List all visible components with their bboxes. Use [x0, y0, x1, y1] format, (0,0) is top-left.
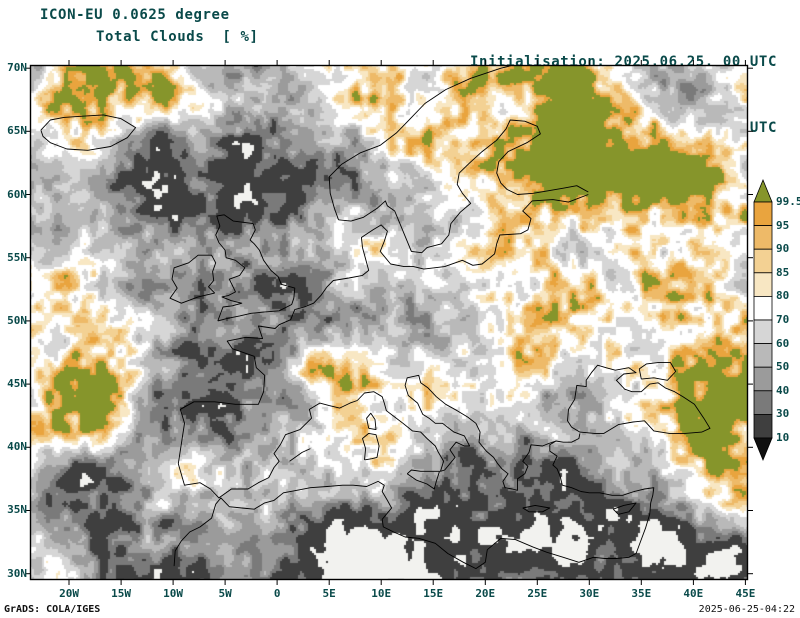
legend-label: 99.5	[776, 195, 800, 208]
variable-title: Total Clouds [ %]	[96, 29, 259, 45]
lat-label: 50N	[7, 313, 27, 327]
lon-label: 35E	[631, 587, 652, 600]
legend-segment	[753, 319, 773, 345]
lon-label: 20E	[475, 587, 496, 600]
lat-label: 55N	[7, 250, 27, 264]
lon-label: 15E	[423, 587, 444, 600]
legend-label: 30	[776, 407, 790, 421]
lat-label: 45N	[7, 377, 27, 391]
lon-label: 30E	[579, 587, 600, 600]
legend-label: 80	[776, 289, 790, 303]
grads-credit: GrADS: COLA/IGES	[4, 604, 101, 615]
lat-label: 65N	[7, 124, 27, 138]
lat-label: 40N	[7, 440, 27, 454]
model-title: ICON-EU 0.0625 degree	[40, 7, 230, 23]
legend-segment	[753, 366, 773, 392]
lon-label: 10W	[163, 587, 184, 600]
lon-label: 45E	[735, 587, 756, 600]
lon-label: 10E	[371, 587, 392, 600]
legend-segment	[753, 343, 773, 368]
legend-segment	[753, 413, 773, 439]
color-bar	[753, 178, 773, 462]
legend-top-triangle	[753, 178, 773, 203]
lon-label: 5W	[218, 587, 232, 600]
legend-segment	[753, 272, 773, 297]
legend-label: 70	[776, 313, 790, 326]
legend-label: 40	[776, 383, 790, 397]
legend-segment	[753, 295, 773, 321]
lon-label: 20W	[59, 587, 79, 600]
generation-timestamp: 2025-06-25-04:22	[698, 604, 795, 615]
legend-label: 60	[776, 336, 790, 350]
legend-label: 50	[776, 360, 790, 374]
legend-label: 10	[776, 431, 790, 444]
legend-segment	[753, 201, 773, 227]
legend-segment	[753, 390, 773, 415]
lon-label: 40E	[683, 587, 704, 600]
lon-label: 15W	[111, 587, 131, 600]
legend-label: 90	[776, 242, 790, 256]
legend-segment	[753, 248, 773, 274]
lat-label: 60N	[7, 187, 27, 201]
lat-label: 30N	[7, 566, 27, 580]
cloud-cover-field	[30, 65, 748, 580]
lon-label: 25E	[527, 587, 548, 600]
legend-label: 95	[776, 218, 790, 232]
legend-segment	[753, 225, 773, 250]
lat-label: 35N	[7, 503, 27, 517]
legend-bottom-triangle	[753, 437, 773, 462]
lon-label: 5E	[322, 587, 336, 600]
legend-label: 85	[776, 265, 790, 279]
lon-label: 0	[273, 587, 281, 600]
lat-label: 70N	[7, 61, 27, 75]
